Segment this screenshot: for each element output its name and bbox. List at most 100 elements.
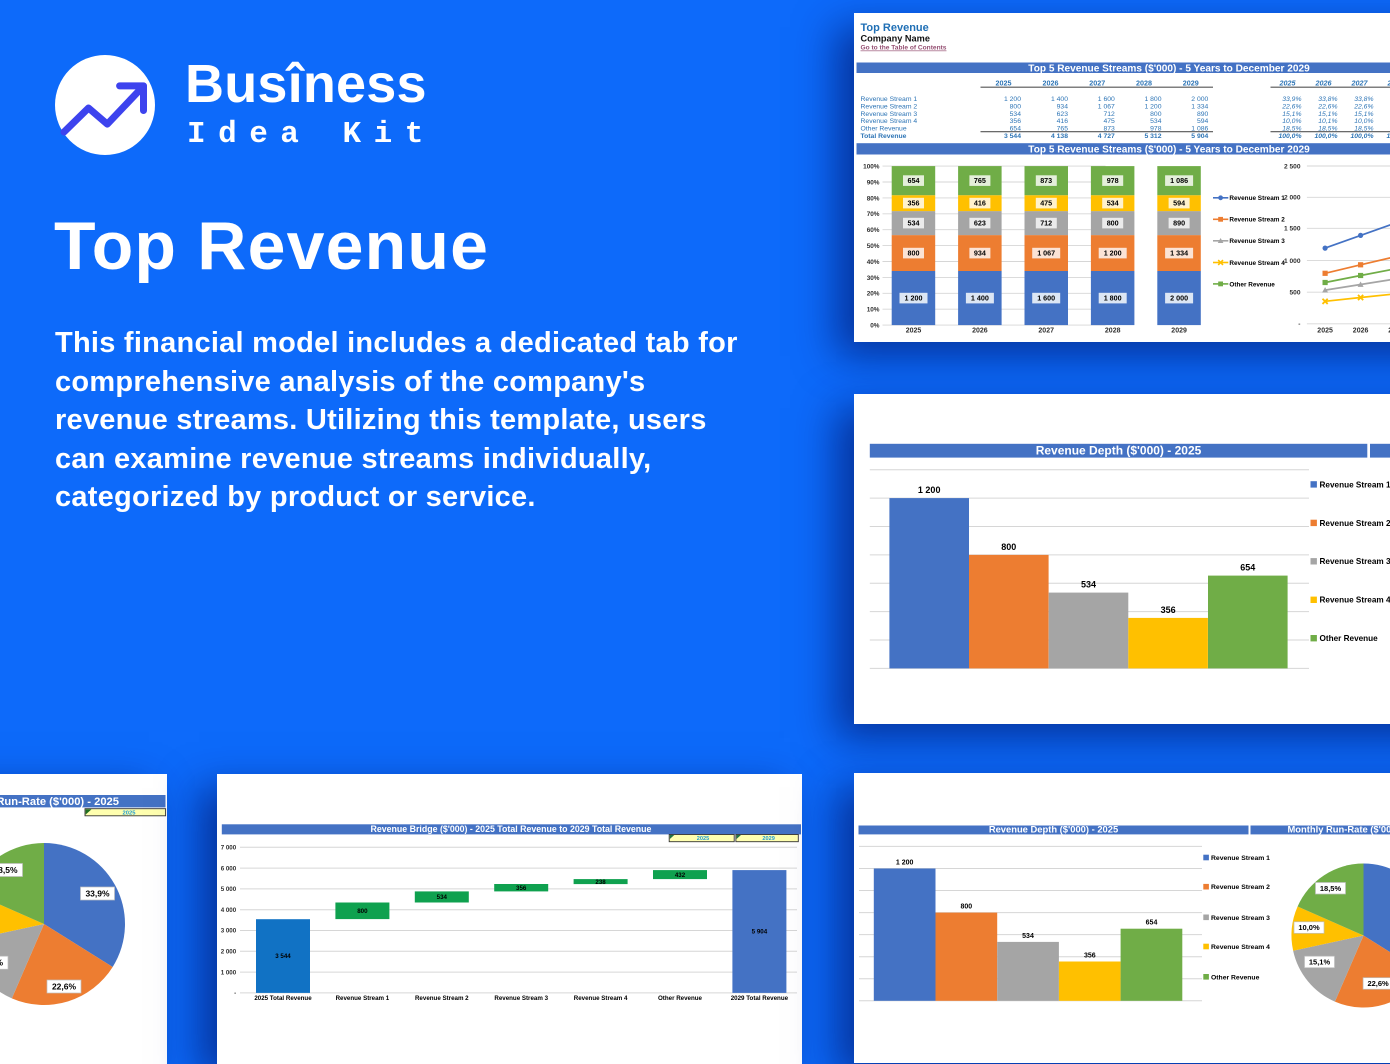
svg-text:5 904: 5 904 (1191, 132, 1208, 139)
svg-text:Revenue Stream 3: Revenue Stream 3 (860, 110, 917, 117)
svg-text:33,9%: 33,9% (85, 889, 110, 899)
svg-text:534: 534 (1106, 198, 1118, 207)
svg-text:2029: 2029 (762, 836, 774, 842)
svg-text:800: 800 (960, 903, 972, 910)
svg-text:Top Revenue: Top Revenue (860, 22, 928, 34)
svg-text:15,1%: 15,1% (1282, 110, 1301, 117)
svg-text:416: 416 (973, 198, 985, 207)
svg-text:432: 432 (675, 872, 686, 879)
svg-text:Revenue Depth ($'000) - 2025: Revenue Depth ($'000) - 2025 (1035, 444, 1201, 458)
svg-text:500: 500 (1289, 289, 1300, 296)
svg-text:800: 800 (1001, 542, 1016, 552)
svg-text:712: 712 (1103, 110, 1115, 117)
svg-text:100,0%: 100,0% (1350, 132, 1373, 139)
svg-text:70%: 70% (866, 211, 879, 218)
svg-text:Company Name: Company Name (860, 33, 929, 43)
svg-text:Revenue Stream 3: Revenue Stream 3 (1319, 557, 1390, 566)
svg-text:2028: 2028 (1136, 78, 1152, 87)
svg-text:3 000: 3 000 (221, 928, 237, 935)
svg-text:Revenue Stream 1: Revenue Stream 1 (1211, 855, 1270, 862)
svg-text:534: 534 (1009, 110, 1021, 117)
svg-text:623: 623 (1056, 110, 1068, 117)
svg-text:1 067: 1 067 (1037, 248, 1055, 257)
svg-text:534: 534 (1022, 932, 1034, 939)
svg-text:1 800: 1 800 (1144, 96, 1161, 103)
svg-text:Other Revenue: Other Revenue (658, 995, 703, 1002)
svg-text:33,8%: 33,8% (1318, 96, 1337, 103)
svg-text:Other Revenue: Other Revenue (1319, 634, 1378, 643)
svg-text:10,0%: 10,0% (1282, 118, 1301, 125)
svg-text:Revenue Stream 4: Revenue Stream 4 (1319, 596, 1390, 605)
svg-text:654: 654 (1240, 563, 1255, 573)
svg-text:1 000: 1 000 (1283, 258, 1300, 265)
svg-text:22,6%: 22,6% (1353, 103, 1373, 110)
svg-text:22,6%: 22,6% (1367, 979, 1389, 988)
svg-text:2 000: 2 000 (1283, 194, 1300, 201)
svg-text:2029: 2029 (1171, 327, 1187, 334)
svg-text:Top 5 Revenue Streams ($'000): Top 5 Revenue Streams ($'000) - 5 Years … (1028, 63, 1310, 74)
svg-text:534: 534 (1080, 580, 1095, 590)
svg-text:800: 800 (1106, 218, 1118, 227)
svg-text:416: 416 (1056, 118, 1068, 125)
svg-text:20%: 20% (866, 290, 879, 297)
svg-text:22,6%: 22,6% (1281, 103, 1301, 110)
svg-text:Monthly Run-Rate ($'000) - 202: Monthly Run-Rate ($'000) - 2025 (0, 796, 119, 808)
svg-text:33,9%: 33,9% (1282, 96, 1301, 103)
svg-text:800: 800 (1150, 110, 1162, 117)
svg-text:15,1%: 15,1% (1354, 110, 1373, 117)
svg-text:22,6%: 22,6% (52, 982, 77, 992)
svg-text:1 334: 1 334 (1170, 248, 1188, 257)
svg-text:2027: 2027 (1038, 327, 1054, 334)
svg-text:18,5%: 18,5% (1319, 883, 1341, 892)
svg-text:Revenue Stream 2: Revenue Stream 2 (1319, 519, 1390, 528)
svg-text:800: 800 (907, 248, 919, 257)
svg-text:100,0%: 100,0% (1314, 132, 1337, 139)
svg-text:623: 623 (973, 218, 985, 227)
svg-text:Revenue Stream 2: Revenue Stream 2 (415, 995, 469, 1002)
svg-text:10,0%: 10,0% (1354, 118, 1373, 125)
svg-text:1 200: 1 200 (1103, 248, 1121, 257)
svg-text:2025: 2025 (123, 811, 137, 817)
svg-text:80%: 80% (866, 195, 879, 202)
svg-text:40%: 40% (866, 258, 879, 265)
svg-text:1 200: 1 200 (895, 859, 913, 866)
svg-text:Monthly Run-Rate ($'000) - 202: Monthly Run-Rate ($'000) - 2025 (1287, 823, 1390, 834)
svg-text:4 138: 4 138 (1050, 132, 1067, 139)
svg-text:475: 475 (1103, 118, 1115, 125)
svg-text:2025: 2025 (1278, 78, 1296, 87)
svg-text:Revenue Stream 4: Revenue Stream 4 (1211, 944, 1270, 951)
svg-text:1 500: 1 500 (1283, 225, 1300, 232)
svg-text:2 500: 2 500 (1283, 163, 1300, 170)
svg-text:Revenue Bridge ($'000) - 2025: Revenue Bridge ($'000) - 2025 Total Reve… (371, 824, 652, 834)
svg-text:978: 978 (1106, 176, 1118, 185)
svg-text:50%: 50% (866, 243, 879, 250)
svg-text:18,5%: 18,5% (0, 865, 18, 875)
svg-text:2029 Total Revenue: 2029 Total Revenue (731, 995, 789, 1002)
svg-text:3 544: 3 544 (1003, 132, 1020, 139)
svg-text:Revenue Depth ($'000) - 2025: Revenue Depth ($'000) - 2025 (988, 823, 1117, 834)
svg-text:30%: 30% (866, 274, 879, 281)
svg-text:60%: 60% (866, 227, 879, 234)
svg-text:2026: 2026 (1352, 327, 1368, 334)
svg-text:33,8%: 33,8% (1354, 96, 1373, 103)
svg-text:Top 5 Revenue Streams ($'000): Top 5 Revenue Streams ($'000) - 5 Years … (1028, 144, 1310, 155)
svg-text:5 312: 5 312 (1144, 132, 1161, 139)
svg-text:0%: 0% (870, 322, 880, 329)
svg-text:15,1%: 15,1% (1318, 110, 1337, 117)
svg-text:1 334: 1 334 (1191, 103, 1208, 110)
svg-text:475: 475 (1040, 198, 1052, 207)
svg-text:15,1%: 15,1% (1308, 957, 1330, 966)
svg-text:2 000: 2 000 (1191, 96, 1208, 103)
svg-text:2025 Total Revenue: 2025 Total Revenue (254, 995, 312, 1002)
svg-text:Revenue Stream 4: Revenue Stream 4 (574, 995, 628, 1002)
svg-text:100,0%: 100,0% (1278, 132, 1301, 139)
svg-text:1 200: 1 200 (1003, 96, 1020, 103)
svg-text:1 600: 1 600 (1097, 96, 1114, 103)
svg-text:2025: 2025 (697, 836, 709, 842)
svg-text:2 000: 2 000 (221, 949, 237, 956)
svg-text:Revenue Stream 1: Revenue Stream 1 (336, 995, 390, 1002)
svg-text:100,0%: 100,0% (1386, 132, 1390, 139)
svg-text:1 086: 1 086 (1170, 176, 1188, 185)
svg-text:712: 712 (1040, 218, 1052, 227)
svg-text:1 200: 1 200 (904, 293, 922, 302)
